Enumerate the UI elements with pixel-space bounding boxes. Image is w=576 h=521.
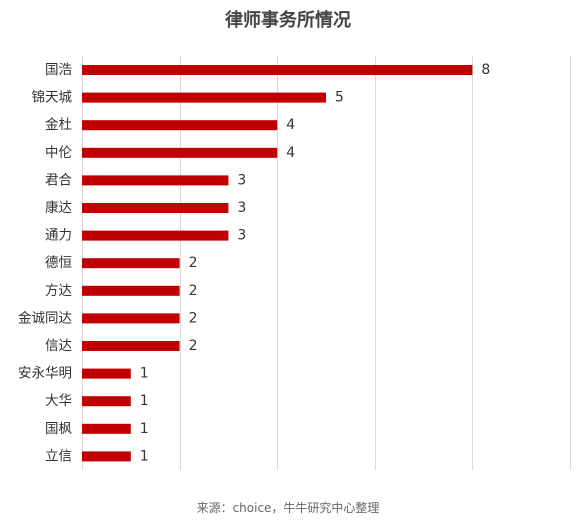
bar [82,65,473,75]
category-label: 方达 [45,283,72,299]
value-label: 5 [335,90,344,106]
bar [82,147,278,158]
category-label: 君合 [45,172,72,188]
bar [82,368,131,379]
value-label: 8 [481,62,490,78]
category-label: 立信 [45,448,72,464]
bar [82,423,131,434]
value-label: 3 [237,200,246,216]
category-label: 信达 [45,338,72,354]
value-label: 2 [189,255,198,271]
category-label: 国枫 [45,421,72,437]
bar [82,203,229,213]
bar [82,258,180,269]
value-label: 3 [237,172,246,188]
category-label: 中伦 [45,145,72,161]
category-label: 康达 [45,199,72,216]
category-label: 大华 [45,393,72,409]
value-label: 1 [140,366,149,382]
category-label: 安永华明 [18,366,72,382]
bar [82,92,326,103]
chart-title: 律师事务所情况 [225,10,351,31]
value-label: 4 [286,145,295,161]
category-label: 锦天城 [32,90,73,106]
value-label: 2 [189,310,198,326]
value-label: 4 [286,117,295,133]
category-label: 德恒 [45,255,72,271]
value-label: 2 [189,283,198,299]
value-labels: 8 5 4 4 3 3 3 2 2 2 2 1 1 1 1 [140,62,491,464]
value-label: 3 [237,228,246,244]
category-label: 国浩 [45,62,72,78]
category-label: 通力 [45,228,72,244]
value-label: 1 [140,421,149,437]
bars [82,65,473,462]
value-label: 1 [140,448,149,464]
bar [82,120,278,131]
category-label: 金杜 [45,117,72,133]
value-label: 1 [140,393,149,409]
bar [82,175,229,186]
bar [82,285,180,296]
bar [82,341,180,351]
bar [82,396,131,407]
category-label: 金诚同达 [18,310,72,326]
chart-source: 来源：choice，牛牛研究中心整理 [196,501,380,515]
bar [82,230,229,241]
bar [82,313,180,324]
bar [82,451,131,462]
value-label: 2 [189,338,198,354]
